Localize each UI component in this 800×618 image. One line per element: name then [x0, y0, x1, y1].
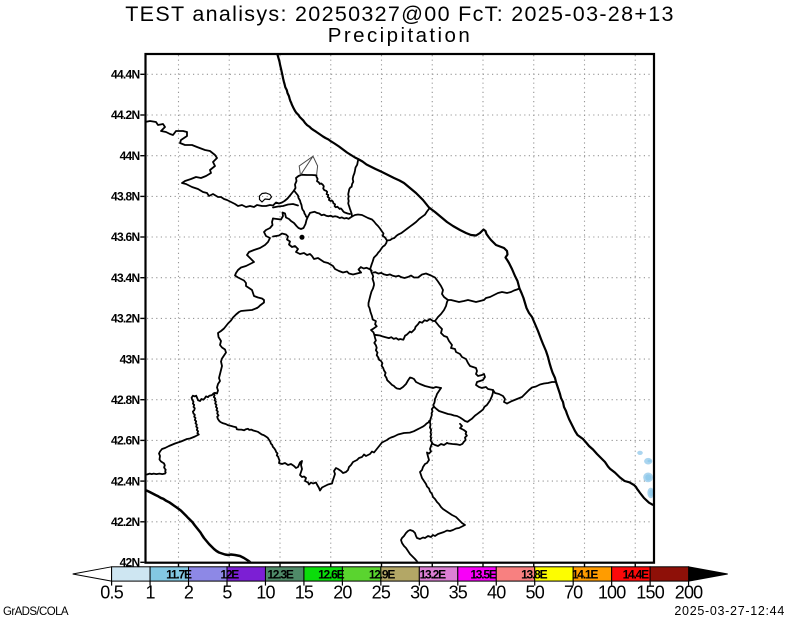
- svg-text:43.2N: 43.2N: [111, 312, 140, 326]
- svg-text:2025-03-27-12:44: 2025-03-27-12:44: [674, 604, 785, 618]
- svg-text:43.6N: 43.6N: [111, 230, 140, 244]
- svg-text:0.5: 0.5: [100, 583, 123, 603]
- svg-text:42.4N: 42.4N: [111, 474, 140, 488]
- svg-text:5: 5: [222, 583, 232, 603]
- svg-text:13.8E: 13.8E: [521, 567, 548, 581]
- svg-text:12E: 12E: [220, 567, 239, 581]
- svg-text:20: 20: [333, 583, 352, 603]
- svg-text:Precipitation: Precipitation: [328, 24, 472, 47]
- svg-text:44N: 44N: [120, 149, 140, 163]
- svg-text:44.4N: 44.4N: [111, 68, 140, 82]
- svg-text:42N: 42N: [120, 556, 140, 570]
- svg-text:42.8N: 42.8N: [111, 393, 140, 407]
- svg-text:GrADS/COLA: GrADS/COLA: [3, 606, 69, 618]
- svg-text:TEST analisys: 20250327@00 FcT: TEST analisys: 20250327@00 FcT: 2025-03-…: [125, 2, 675, 26]
- svg-text:2: 2: [184, 583, 194, 603]
- svg-text:43.8N: 43.8N: [111, 190, 140, 204]
- svg-text:150: 150: [636, 583, 664, 603]
- svg-text:43.4N: 43.4N: [111, 271, 140, 285]
- svg-text:30: 30: [410, 583, 429, 603]
- svg-text:25: 25: [372, 583, 391, 603]
- svg-text:14.1E: 14.1E: [572, 567, 599, 581]
- svg-text:14.4E: 14.4E: [623, 567, 650, 581]
- svg-text:40: 40: [487, 583, 506, 603]
- svg-text:13.5E: 13.5E: [470, 567, 497, 581]
- svg-text:35: 35: [449, 583, 468, 603]
- svg-text:10: 10: [256, 583, 275, 603]
- svg-text:12.3E: 12.3E: [267, 567, 294, 581]
- svg-text:11.7E: 11.7E: [166, 567, 192, 581]
- svg-text:100: 100: [598, 583, 626, 603]
- svg-text:1: 1: [145, 583, 155, 603]
- svg-text:12.6E: 12.6E: [318, 567, 345, 581]
- svg-text:50: 50: [526, 583, 545, 603]
- svg-text:200: 200: [675, 583, 703, 603]
- svg-text:42.6N: 42.6N: [111, 434, 140, 448]
- svg-text:13.2E: 13.2E: [420, 567, 447, 581]
- svg-text:15: 15: [295, 583, 314, 603]
- svg-text:70: 70: [564, 583, 583, 603]
- svg-text:44.2N: 44.2N: [111, 108, 140, 122]
- svg-text:42.2N: 42.2N: [111, 515, 140, 529]
- svg-text:12.9E: 12.9E: [369, 567, 396, 581]
- svg-text:43N: 43N: [120, 352, 140, 366]
